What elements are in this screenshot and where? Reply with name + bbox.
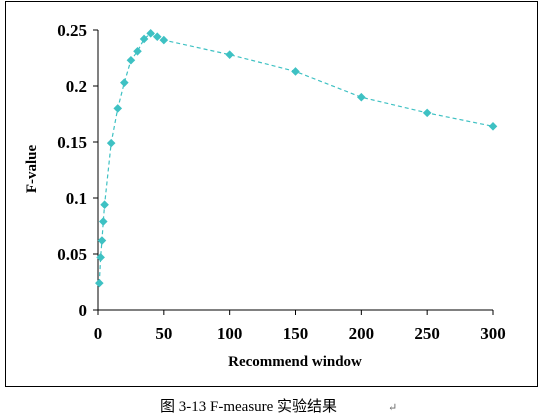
data-point [100, 200, 109, 210]
data-point [422, 108, 432, 118]
x-tick-label: 250 [414, 324, 440, 343]
y-tick-label: 0.05 [57, 245, 87, 264]
y-tick-label: 0.25 [57, 21, 87, 40]
data-point [106, 138, 116, 148]
y-tick-label: 0 [79, 301, 88, 320]
x-tick-label: 150 [283, 324, 309, 343]
plot-area: 0 0.05 0.1 0.15 0.2 0.25 0 50 100 150 200 250 300 [57, 21, 506, 343]
data-point [357, 92, 366, 102]
data-point [95, 278, 104, 288]
data-point [488, 122, 498, 131]
data-point [96, 253, 105, 262]
x-tick-label: 300 [480, 324, 506, 343]
data-point [113, 104, 123, 113]
data-point [120, 78, 129, 87]
y-tick-label: 0.1 [66, 189, 87, 208]
x-tick-label: 200 [349, 324, 375, 343]
data-point [98, 217, 108, 226]
x-tick-label: 0 [94, 324, 103, 343]
data-point [291, 67, 300, 76]
figure-caption: 图 3-13 F-measure 实验结果 [160, 398, 337, 415]
data-point [139, 34, 149, 44]
data-point [97, 236, 107, 245]
data-point [225, 50, 234, 59]
y-tick-label: 0.15 [57, 133, 87, 152]
caption-return-mark: ↵ [388, 402, 397, 414]
data-point [159, 35, 169, 45]
y-tick-label: 0.2 [66, 77, 87, 96]
data-point [146, 29, 155, 38]
x-tick-label: 50 [155, 324, 172, 343]
x-tick-label: 100 [217, 324, 243, 343]
data-point [152, 32, 162, 42]
y-axis-title: F-value [24, 144, 40, 193]
data-point [133, 46, 142, 56]
x-axis-title: Recommend window [228, 354, 362, 370]
data-point [126, 55, 136, 65]
